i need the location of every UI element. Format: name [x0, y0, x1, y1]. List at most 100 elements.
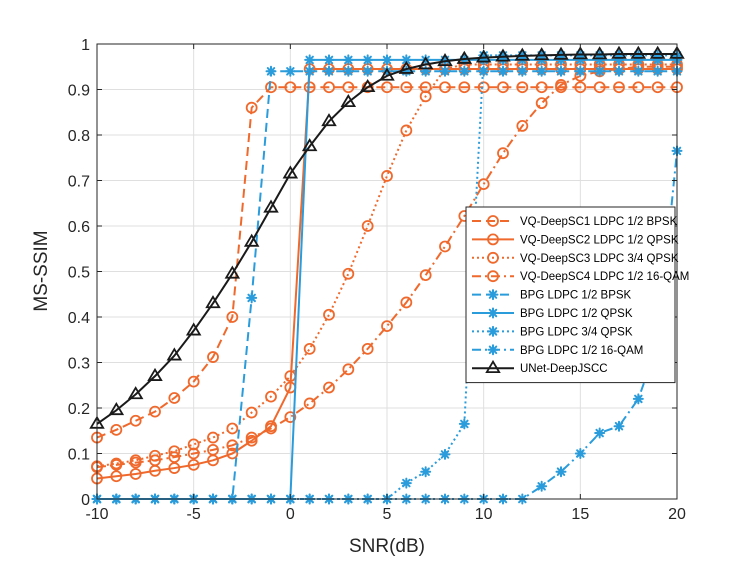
data-point [553, 46, 569, 60]
data-point [207, 443, 219, 456]
x-tick-label: -5 [187, 506, 201, 523]
data-point [398, 60, 415, 74]
data-point [458, 65, 470, 77]
data-point [110, 470, 123, 483]
data-point [535, 97, 548, 110]
legend-item: BPG LDPC 1/2 16-QAM [472, 344, 643, 357]
data-point [649, 45, 666, 59]
legend: VQ-DeepSC1 LDPC 1/2 BPSK VQ-DeepSC2 LDPC … [465, 206, 689, 384]
data-point [381, 320, 393, 333]
legend-item: VQ-DeepSC3 LDPC 3/4 QPSK [472, 251, 679, 265]
legend-marker [487, 251, 499, 264]
data-point [420, 54, 432, 66]
legend-label: UNet-DeepJSCC [520, 363, 608, 375]
data-point [342, 267, 355, 280]
data-point [361, 220, 374, 232]
data-point [226, 422, 239, 435]
data-point [419, 269, 432, 282]
data-point [205, 295, 221, 309]
x-tick-label: 0 [286, 506, 295, 523]
data-point [303, 342, 316, 355]
data-point [458, 418, 470, 430]
data-point [323, 54, 335, 66]
data-point [342, 54, 354, 66]
ticks: -10 -5 0 5 10 15 20 0 0.1 0.2 0.3 0.4 0.5 0.6 0.7 0.8 0.… [68, 37, 686, 523]
legend-label: BPG LDPC 3/4 QPSK [520, 326, 633, 338]
data-point [478, 65, 490, 77]
data-point [652, 65, 664, 77]
data-point [304, 54, 316, 66]
y-tick-label: 0.5 [68, 265, 90, 282]
data-point [226, 447, 239, 460]
data-point [632, 81, 645, 94]
y-tick-label: 1 [81, 37, 90, 54]
data-point [381, 170, 393, 182]
x-axis-label: SNR(dB) [349, 536, 425, 557]
data-point [263, 199, 279, 213]
data-point [652, 49, 664, 61]
data-point [381, 65, 393, 77]
data-point [613, 65, 625, 77]
data-point [400, 54, 412, 66]
data-point [361, 342, 374, 355]
data-point [166, 347, 183, 361]
legend-item: BPG LDPC 1/2 BPSK [472, 289, 632, 302]
data-point [536, 480, 548, 492]
legend-label: VQ-DeepSC4 LDPC 1/2 16-QAM [520, 271, 689, 283]
data-point [359, 78, 376, 93]
data-point [381, 54, 393, 66]
data-point [168, 451, 181, 464]
data-point [168, 462, 181, 474]
data-point [574, 65, 586, 77]
data-point [439, 65, 451, 77]
x-tick-label: 20 [668, 506, 686, 523]
data-point [495, 48, 511, 62]
legend-item: VQ-DeepSC4 LDPC 1/2 16-QAM [472, 270, 689, 283]
data-point [323, 65, 335, 77]
legend-marker [487, 325, 499, 337]
data-point [245, 101, 258, 114]
data-point [245, 406, 258, 419]
data-point [632, 65, 644, 77]
legend-label: VQ-DeepSC1 LDPC 1/2 BPSK [520, 216, 678, 228]
data-point [207, 431, 219, 444]
data-point [265, 422, 277, 435]
data-point [458, 81, 471, 94]
data-point [613, 81, 625, 94]
series-8 [89, 45, 685, 429]
data-point [226, 311, 239, 323]
legend-label: BPG LDPC 1/2 QPSK [520, 308, 633, 320]
data-point [342, 65, 354, 77]
data-point [400, 124, 413, 137]
data-point [323, 381, 335, 394]
legend-marker [487, 344, 499, 356]
data-point [379, 67, 395, 81]
data-point [303, 397, 316, 410]
data-point [400, 81, 413, 94]
data-point [516, 81, 529, 94]
data-point [110, 458, 123, 471]
data-point [420, 65, 432, 77]
data-point [477, 81, 490, 94]
y-tick-label: 0 [81, 492, 90, 509]
data-point [594, 427, 606, 439]
y-tick-label: 0.8 [68, 128, 90, 145]
legend-label: VQ-DeepSC3 LDPC 3/4 QPSK [520, 253, 679, 265]
data-point [437, 53, 453, 67]
data-point [439, 54, 451, 66]
data-point [149, 454, 161, 467]
data-point [129, 468, 142, 480]
series-line [96, 86, 677, 439]
data-point [207, 351, 219, 363]
data-point [651, 81, 664, 94]
data-point [516, 120, 529, 132]
legend-marker [487, 289, 499, 301]
series-line [96, 53, 677, 425]
legend-item: UNet-DeepJSCC [472, 359, 608, 375]
data-point [497, 147, 509, 160]
series-0 [91, 81, 683, 444]
data-point [323, 308, 335, 321]
data-point [475, 49, 492, 63]
data-point [149, 405, 161, 418]
